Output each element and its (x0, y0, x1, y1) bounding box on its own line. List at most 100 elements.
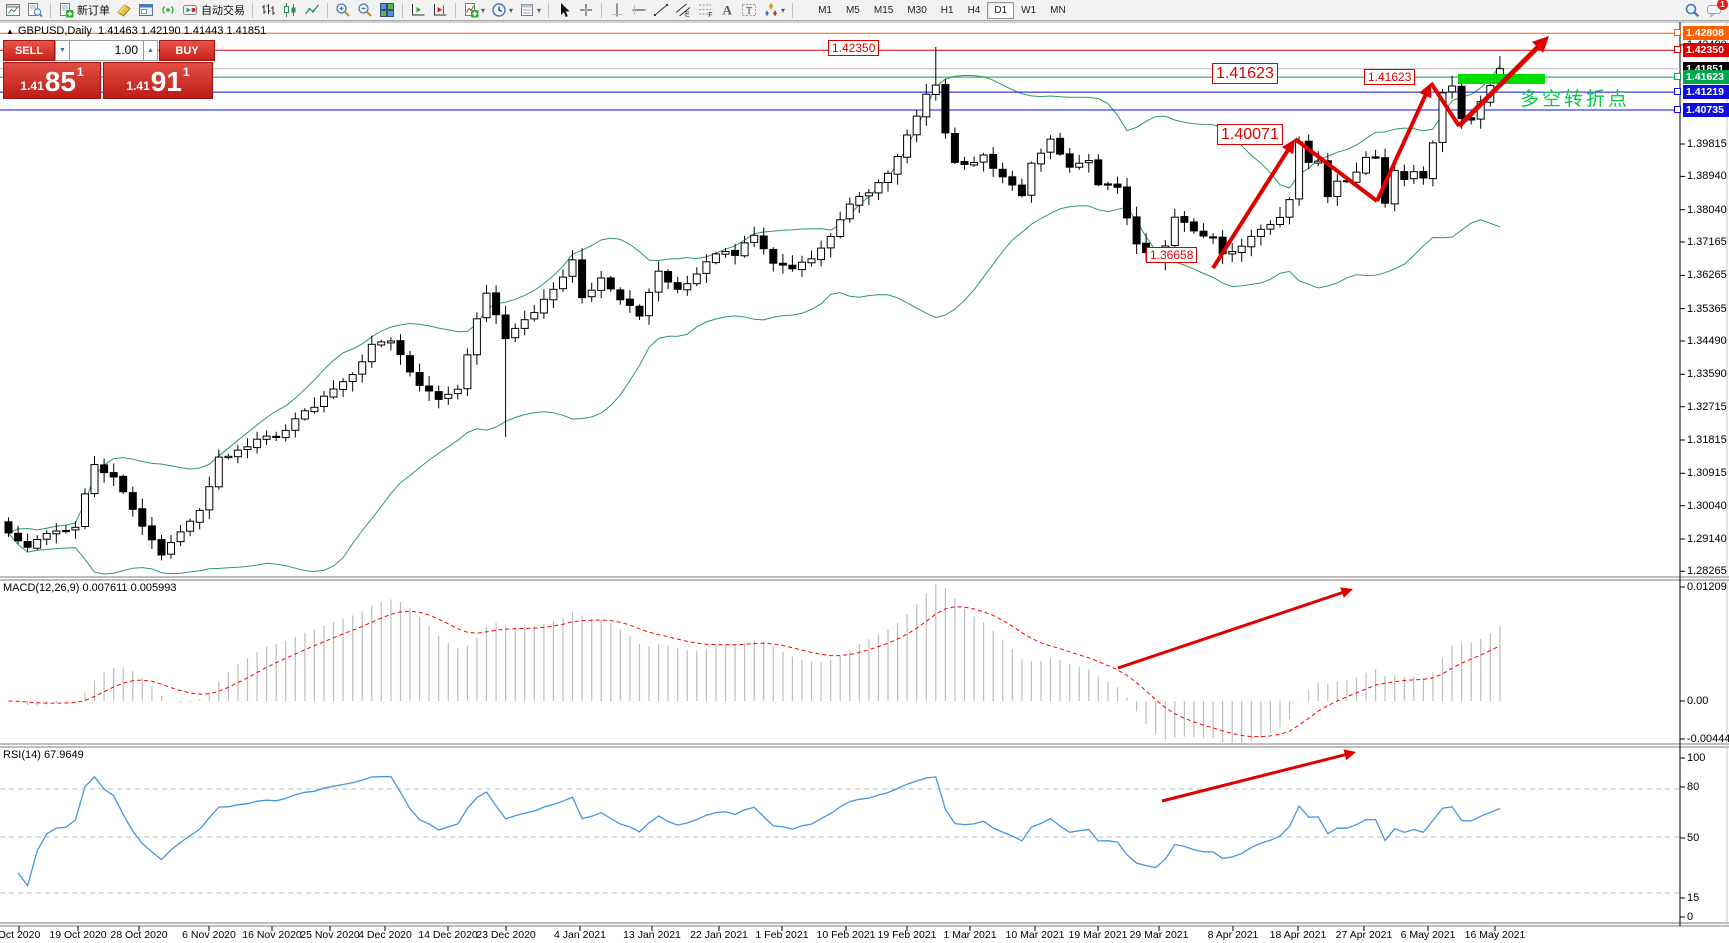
toolbar: 新订单 自动交易 ▾ ▾ ▾ E F A T ▾ M1 M5 M15 M30 H1 H4 D1 W1 MN 1 (0, 0, 1729, 21)
chevron-down-icon[interactable]: ▾ (537, 5, 542, 15)
sell-button[interactable]: SELL (3, 40, 55, 61)
rsi-indicator-label: RSI(14) 67.9649 (3, 749, 84, 761)
toolbar-separator (50, 2, 51, 18)
toolbar-button-profiles[interactable] (24, 1, 46, 19)
svg-text:F: F (708, 12, 712, 18)
one-click-collapse-icon[interactable]: ▲ (6, 27, 14, 36)
toolbar-button-templates[interactable]: ▾ (516, 1, 544, 19)
cursor-icon (556, 2, 572, 18)
buy-button[interactable]: BUY (159, 40, 215, 61)
toolbar-button-trendline[interactable] (650, 1, 672, 19)
timeframe-button-M15[interactable]: M15 (873, 4, 894, 16)
search-icon (1684, 2, 1700, 18)
buy-quote-prefix: 1.41 (126, 79, 150, 93)
toolbar-button-arrows[interactable]: ▾ (760, 1, 788, 19)
toolbar-separator (601, 2, 603, 18)
price-annotation-label[interactable]: 1.36658 (1146, 247, 1198, 264)
toolbar-button-signals[interactable] (157, 1, 179, 19)
toolbar-button-chat[interactable]: 1 (1703, 0, 1728, 19)
buy-quote-big: 91 (150, 66, 182, 98)
toolbar-button-search[interactable] (1681, 1, 1703, 19)
chinese-note-text[interactable]: 多空转折点 (1520, 89, 1631, 110)
price-annotation-label[interactable]: 1.40071 (1217, 124, 1283, 146)
templates-icon (519, 2, 535, 18)
label-icon: T (741, 2, 757, 18)
chevron-down-icon[interactable]: ▾ (481, 5, 486, 15)
price-annotation-label[interactable]: 1.41623 (1364, 69, 1416, 86)
chart-symbol-period: GBPUSD,Daily (17, 25, 92, 37)
timeframe-button-W1[interactable]: W1 (1021, 4, 1037, 16)
auto-scroll-icon (410, 2, 426, 18)
toolbar-button-periods[interactable]: ▾ (488, 1, 516, 19)
volume-down-stepper[interactable]: ▼ (55, 40, 70, 61)
toolbar-button-hline[interactable] (628, 1, 650, 19)
fibo-icon: F (697, 2, 713, 18)
toolbar-separator (792, 2, 794, 18)
toolbar-separator (548, 2, 550, 18)
toolbar-button-auto-scroll[interactable] (407, 1, 429, 19)
arrows-icon (763, 2, 779, 18)
buy-quote-pip: 1 (182, 65, 190, 79)
new-chart-icon (5, 2, 21, 18)
toolbar-button-channel[interactable]: E (672, 1, 694, 19)
timeframe-button-M5[interactable]: M5 (845, 4, 860, 16)
toolbar-button-line-chart[interactable] (301, 1, 323, 19)
chevron-down-icon[interactable]: ▾ (781, 5, 786, 15)
svg-text:A: A (723, 3, 733, 18)
trendline-icon (653, 2, 669, 18)
toolbar-button-terminal[interactable] (135, 1, 157, 19)
timeframe-button-D1[interactable]: D1 (987, 1, 1015, 19)
timeframe-button-M1[interactable]: M1 (818, 4, 832, 16)
timeframe-button-MN[interactable]: MN (1050, 4, 1066, 16)
text-icon: A (719, 2, 735, 18)
new-order-icon (58, 2, 74, 18)
toolbar-button-label[interactable]: T (738, 1, 760, 19)
chart-ohlc-values: 1.41463 1.42190 1.41443 1.41851 (98, 25, 267, 37)
toolbar-button-autotrading[interactable]: 自动交易 (179, 1, 248, 19)
chevron-down-icon[interactable]: ▾ (509, 5, 514, 15)
zoom-in-icon (335, 2, 351, 18)
toolbar-button-crosshair[interactable] (575, 1, 597, 19)
toolbar-button-bars-chart[interactable] (257, 1, 279, 19)
one-click-trading-panel: SELL ▼ 1.00 ▲ BUY 1.41 85 1 1.41 91 1 (3, 40, 215, 99)
toolbar-button-indicators[interactable]: ▾ (460, 1, 488, 19)
price-annotation-label[interactable]: 1.41623 (1212, 63, 1278, 85)
crosshair-icon (578, 2, 594, 18)
toolbar-button-cursor[interactable] (553, 1, 575, 19)
hline-icon (631, 2, 647, 18)
toolbar-separator (252, 2, 253, 18)
toolbar-button-new-chart[interactable] (2, 1, 24, 19)
toolbar-button-fibo[interactable]: F (694, 1, 716, 19)
volume-input[interactable]: 1.00 (70, 40, 143, 61)
toolbar-button-candles-chart[interactable] (279, 1, 301, 19)
autotrading-icon (182, 2, 198, 18)
toolbar-button-text[interactable]: A (716, 1, 738, 19)
price-annotation-label[interactable]: 1.42350 (828, 40, 880, 57)
toolbar-button-vline[interactable] (606, 1, 628, 19)
toolbar-button-metaeditor[interactable] (113, 1, 135, 19)
toolbar-label-autotrading: 自动交易 (201, 5, 245, 17)
toolbar-button-zoom-out[interactable] (354, 1, 376, 19)
toolbar-button-chart-shift[interactable] (429, 1, 451, 19)
timeframe-button-M30[interactable]: M30 (907, 4, 927, 16)
line-chart-icon (304, 2, 320, 18)
svg-text:T: T (746, 6, 752, 17)
toolbar-button-zoom-in[interactable] (332, 1, 354, 19)
buy-quote-button[interactable]: 1.41 91 1 (103, 62, 213, 99)
timeframe-button-H4[interactable]: H4 (967, 4, 981, 16)
signals-icon (160, 2, 176, 18)
volume-up-stepper[interactable]: ▲ (143, 40, 158, 61)
vline-icon (609, 2, 625, 18)
sell-quote-pip: 1 (76, 65, 84, 79)
sell-quote-button[interactable]: 1.41 85 1 (3, 62, 101, 99)
timeframe-button-H1[interactable]: H1 (940, 4, 954, 16)
indicators-icon (463, 2, 479, 18)
toolbar-separator (455, 2, 456, 18)
terminal-icon (138, 2, 154, 18)
tile-windows-icon (379, 2, 395, 18)
toolbar-button-tile-windows[interactable] (376, 1, 398, 19)
toolbar-button-new-order[interactable]: 新订单 (55, 1, 113, 19)
zoom-out-icon (357, 2, 373, 18)
